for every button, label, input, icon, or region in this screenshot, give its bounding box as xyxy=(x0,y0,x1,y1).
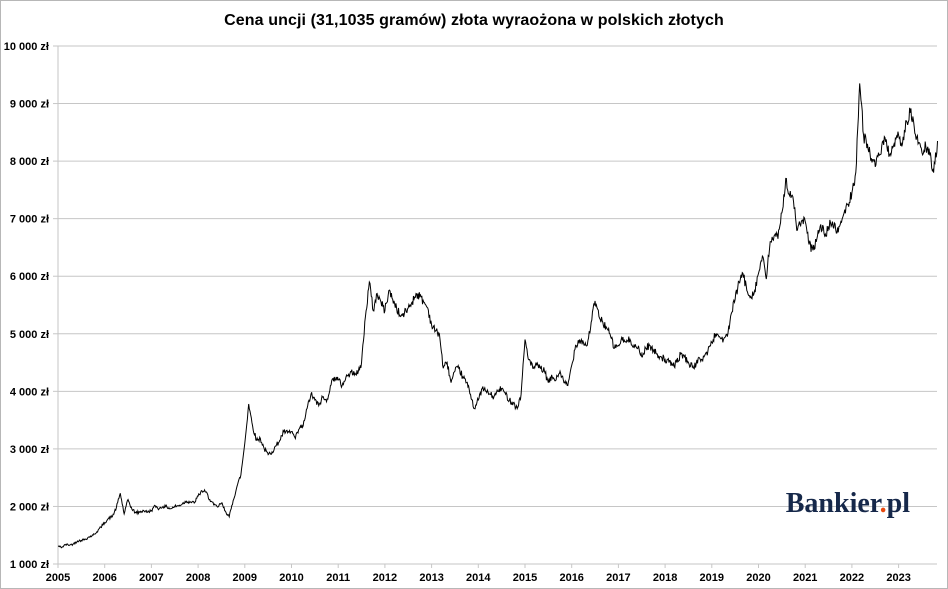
x-tick-label: 2008 xyxy=(186,572,210,584)
x-tick-label: 2014 xyxy=(466,572,491,584)
x-tick-label: 2019 xyxy=(700,572,724,584)
x-tick-label: 2021 xyxy=(793,572,817,584)
y-tick-label: 6 000 zł xyxy=(10,271,49,283)
x-tick-label: 2006 xyxy=(92,572,116,584)
bankier-logo-dot: . xyxy=(879,488,887,519)
y-tick-label: 7 000 zł xyxy=(10,214,49,226)
y-tick-label: 10 000 zł xyxy=(4,41,49,53)
x-tick-label: 2013 xyxy=(419,572,443,584)
x-tick-label: 2007 xyxy=(139,572,163,584)
y-tick-label: 4 000 zł xyxy=(10,386,49,398)
x-tick-label: 2012 xyxy=(373,572,397,584)
y-tick-label: 1 000 zł xyxy=(10,559,49,571)
x-tick-label: 2017 xyxy=(606,572,630,584)
x-tick-label: 2011 xyxy=(326,572,350,584)
x-tick-label: 2020 xyxy=(746,572,770,584)
chart-title: Cena uncji (31,1035 gramów) złota wyraoż… xyxy=(224,12,724,29)
x-tick-label: 2009 xyxy=(233,572,257,584)
y-tick-label: 9 000 zł xyxy=(10,99,49,111)
bankier-logo: Bankier.pl xyxy=(786,488,910,520)
y-tick-label: 5 000 zł xyxy=(10,329,49,341)
bankier-logo-text: Bankier xyxy=(785,488,880,519)
x-tick-label: 2015 xyxy=(513,572,537,584)
x-tick-label: 2022 xyxy=(840,572,864,584)
y-tick-label: 3 000 zł xyxy=(10,444,49,456)
gold-price-series-line xyxy=(57,83,939,549)
bankier-logo-suffix: pl xyxy=(886,488,910,519)
x-tick-label: 2018 xyxy=(653,572,677,584)
x-tick-label: 2023 xyxy=(886,572,910,584)
y-tick-label: 2 000 zł xyxy=(10,501,49,513)
y-tick-label: 8 000 zł xyxy=(10,156,49,168)
x-tick-label: 2016 xyxy=(559,572,583,584)
x-tick-label: 2005 xyxy=(46,572,70,584)
x-tick-label: 2010 xyxy=(279,572,303,584)
